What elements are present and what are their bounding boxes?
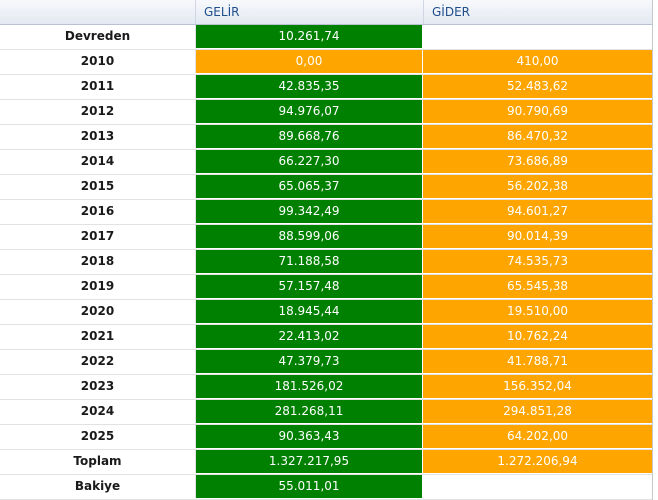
table-row[interactable]: 2015 65.065,37 56.202,38 <box>0 175 652 200</box>
row-label: 2024 <box>0 400 196 423</box>
grid-header: GELİR GİDER <box>0 0 652 25</box>
table-row[interactable]: 2024 281.268,11 294.851,28 <box>0 400 652 425</box>
table-row[interactable]: 2021 22.413,02 10.762,24 <box>0 325 652 350</box>
table-row[interactable]: 2018 71.188,58 74.535,73 <box>0 250 652 275</box>
table-row[interactable]: 2022 47.379,73 41.788,71 <box>0 350 652 375</box>
table-row[interactable]: 2011 42.835,35 52.483,62 <box>0 75 652 100</box>
gider-cell[interactable]: 52.483,62 <box>423 75 652 98</box>
table-row[interactable]: 2010 0,00 410,00 <box>0 50 652 75</box>
gelir-cell[interactable]: 181.526,02 <box>196 375 423 398</box>
gider-cell[interactable]: 94.601,27 <box>423 200 652 223</box>
gelir-cell[interactable]: 99.342,49 <box>196 200 423 223</box>
gider-cell[interactable]: 90.790,69 <box>423 100 652 123</box>
gider-cell[interactable]: 294.851,28 <box>423 400 652 423</box>
table-row[interactable]: 2020 18.945,44 19.510,00 <box>0 300 652 325</box>
gelir-cell[interactable]: 66.227,30 <box>196 150 423 173</box>
gider-cell[interactable]: 10.762,24 <box>423 325 652 348</box>
gider-cell[interactable]: 1.272.206,94 <box>423 450 652 473</box>
gelir-cell[interactable]: 94.976,07 <box>196 100 423 123</box>
table-row[interactable]: 2012 94.976,07 90.790,69 <box>0 100 652 125</box>
row-label: Toplam <box>0 450 196 473</box>
row-label: 2020 <box>0 300 196 323</box>
row-label: 2010 <box>0 50 196 73</box>
table-row[interactable]: Toplam 1.327.217,95 1.272.206,94 <box>0 450 652 475</box>
gider-cell[interactable]: 73.686,89 <box>423 150 652 173</box>
gelir-cell[interactable]: 89.668,76 <box>196 125 423 148</box>
gider-cell[interactable]: 56.202,38 <box>423 175 652 198</box>
row-label: 2013 <box>0 125 196 148</box>
gider-cell[interactable]: 65.545,38 <box>423 275 652 298</box>
table-row[interactable]: 2023 181.526,02 156.352,04 <box>0 375 652 400</box>
row-label: 2018 <box>0 250 196 273</box>
gelir-cell[interactable]: 0,00 <box>196 50 423 73</box>
table-row[interactable]: 2013 89.668,76 86.470,32 <box>0 125 652 150</box>
column-header-gelir[interactable]: GELİR <box>196 0 424 24</box>
gelir-cell[interactable]: 10.261,74 <box>196 25 423 48</box>
gelir-cell[interactable]: 47.379,73 <box>196 350 423 373</box>
row-label: 2011 <box>0 75 196 98</box>
row-label: 2015 <box>0 175 196 198</box>
table-row[interactable]: 2017 88.599,06 90.014,39 <box>0 225 652 250</box>
table-row[interactable]: 2014 66.227,30 73.686,89 <box>0 150 652 175</box>
row-label: Bakiye <box>0 475 196 498</box>
row-label: 2012 <box>0 100 196 123</box>
row-label: 2022 <box>0 350 196 373</box>
gelir-cell[interactable]: 88.599,06 <box>196 225 423 248</box>
table-row[interactable]: 2019 57.157,48 65.545,38 <box>0 275 652 300</box>
gider-cell[interactable]: 156.352,04 <box>423 375 652 398</box>
table-row[interactable]: Devreden 10.261,74 <box>0 25 652 50</box>
gelir-cell[interactable]: 57.157,48 <box>196 275 423 298</box>
gelir-cell[interactable]: 22.413,02 <box>196 325 423 348</box>
row-label: 2016 <box>0 200 196 223</box>
gider-cell[interactable]: 90.014,39 <box>423 225 652 248</box>
gelir-cell[interactable]: 42.835,35 <box>196 75 423 98</box>
gider-cell[interactable]: 64.202,00 <box>423 425 652 448</box>
column-header-label[interactable] <box>0 0 196 24</box>
row-label: 2021 <box>0 325 196 348</box>
gider-cell[interactable] <box>423 475 652 498</box>
row-label: 2019 <box>0 275 196 298</box>
gider-cell[interactable]: 74.535,73 <box>423 250 652 273</box>
gider-cell[interactable] <box>423 25 652 48</box>
gelir-cell[interactable]: 71.188,58 <box>196 250 423 273</box>
gelir-cell[interactable]: 1.327.217,95 <box>196 450 423 473</box>
gelir-cell[interactable]: 90.363,43 <box>196 425 423 448</box>
row-label: 2014 <box>0 150 196 173</box>
gider-cell[interactable]: 19.510,00 <box>423 300 652 323</box>
column-header-gider[interactable]: GİDER <box>432 5 470 19</box>
gelir-cell[interactable]: 281.268,11 <box>196 400 423 423</box>
gelir-cell[interactable]: 65.065,37 <box>196 175 423 198</box>
table-row[interactable]: Bakiye 55.011,01 <box>0 475 652 500</box>
table-row[interactable]: 2025 90.363,43 64.202,00 <box>0 425 652 450</box>
row-label: Devreden <box>0 25 196 48</box>
gelir-cell[interactable]: 18.945,44 <box>196 300 423 323</box>
gider-cell[interactable]: 86.470,32 <box>423 125 652 148</box>
row-label: 2025 <box>0 425 196 448</box>
row-label: 2017 <box>0 225 196 248</box>
row-label: 2023 <box>0 375 196 398</box>
grid-body: Devreden 10.261,74 2010 0,00 410,00 2011 42.83… <box>0 25 652 500</box>
gider-cell[interactable]: 410,00 <box>423 50 652 73</box>
table-row[interactable]: 2016 99.342,49 94.601,27 <box>0 200 652 225</box>
gelir-cell[interactable]: 55.011,01 <box>196 475 423 498</box>
gider-cell[interactable]: 41.788,71 <box>423 350 652 373</box>
